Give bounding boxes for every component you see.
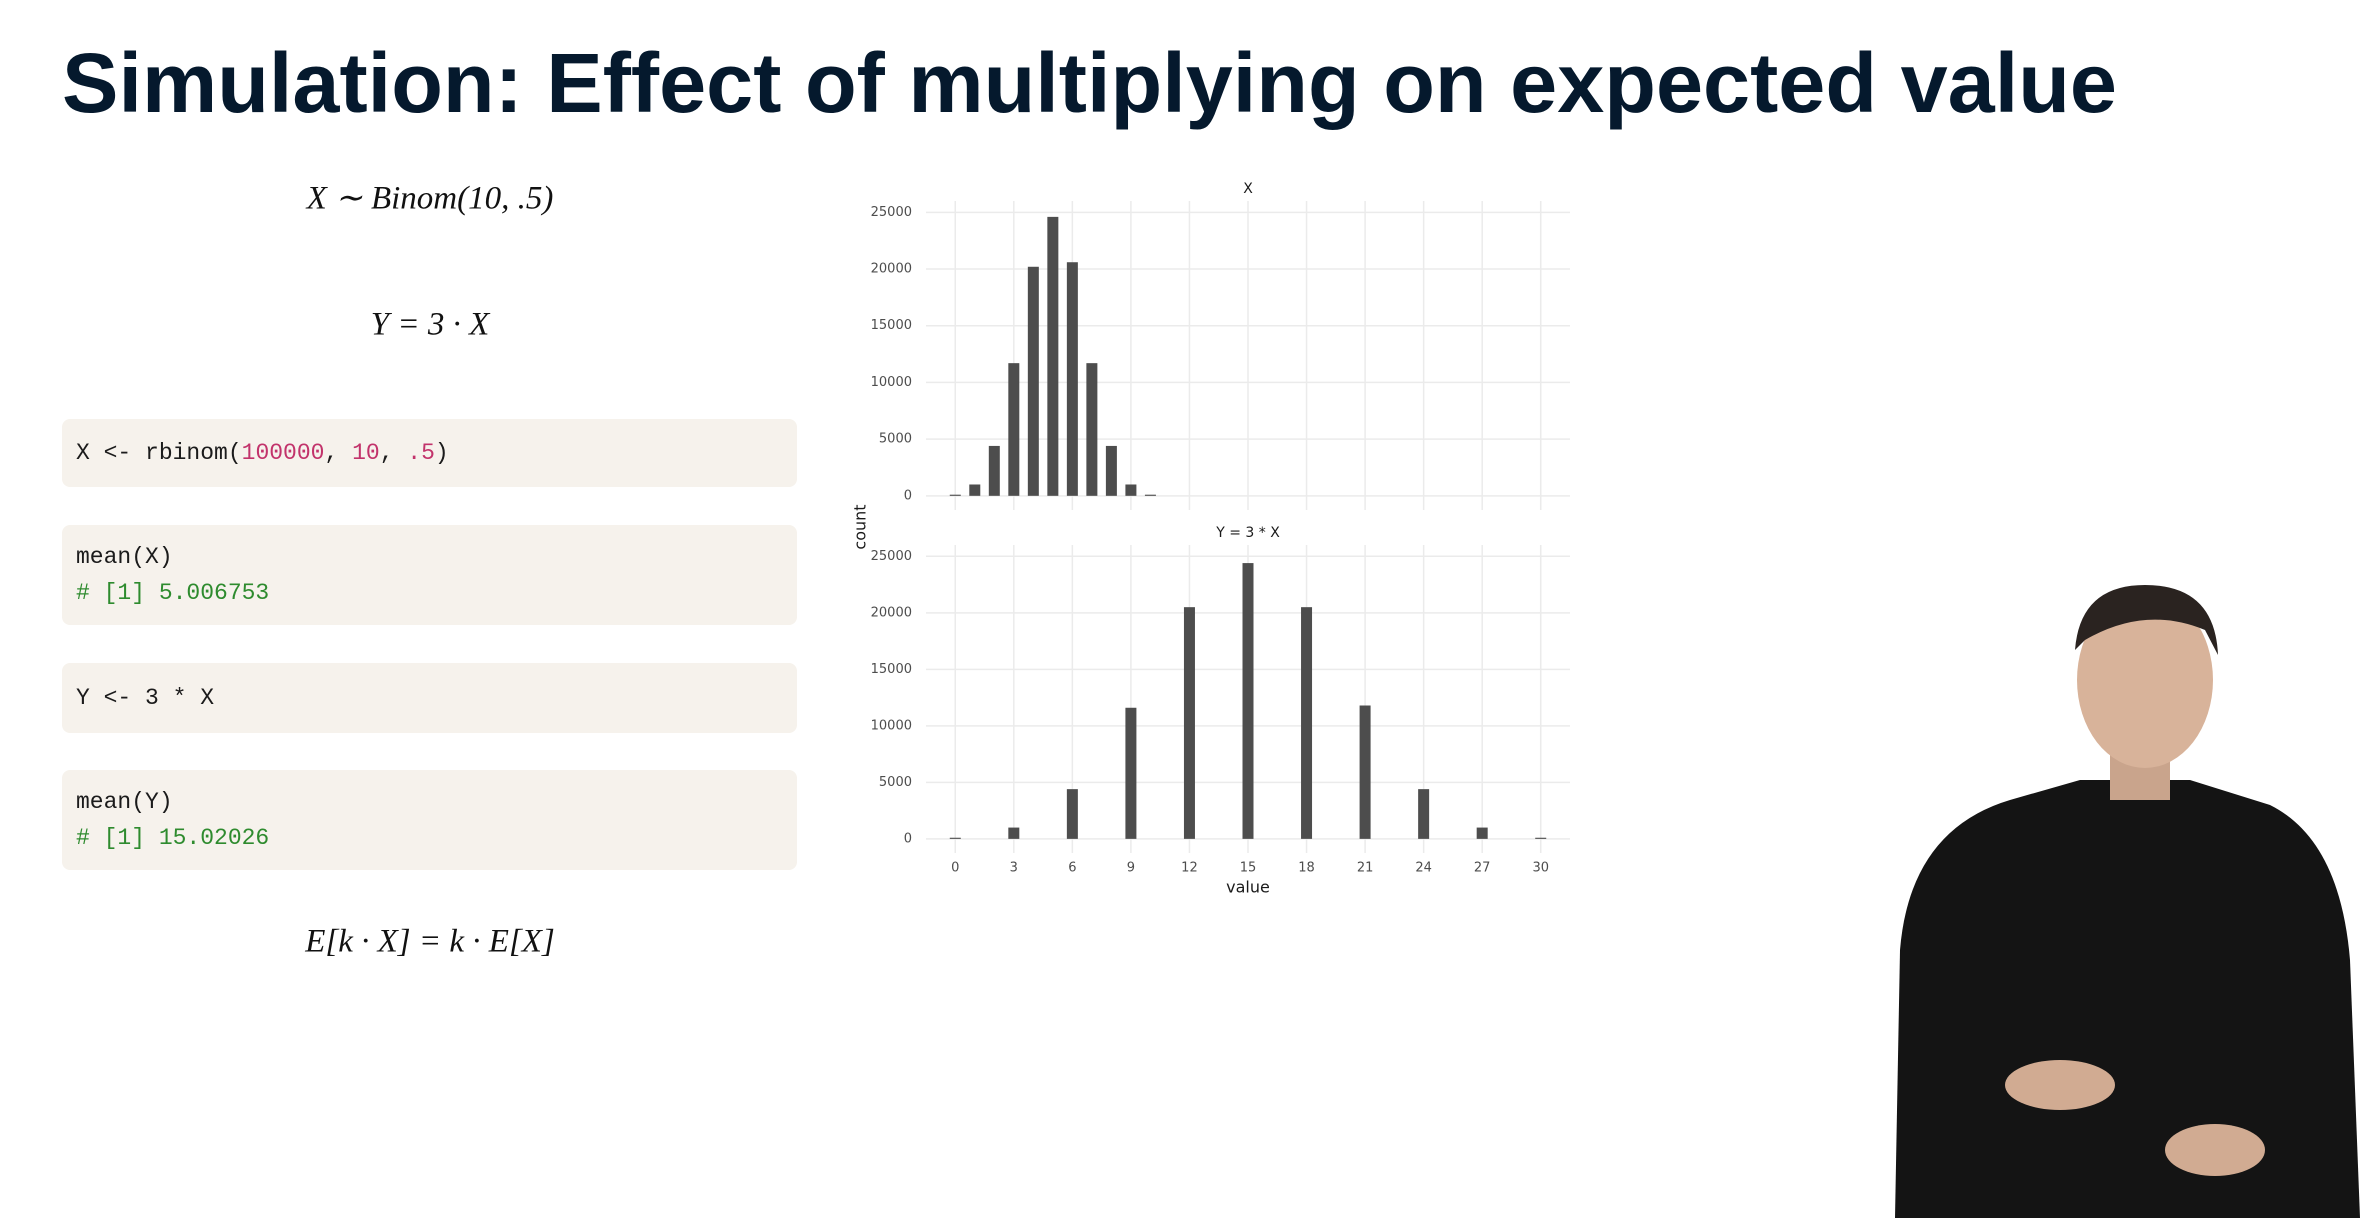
bar [1105,445,1117,496]
x-tick-label: 30 [1532,861,1549,876]
code-token: # [1] 15.02026 [76,825,269,851]
presenter-hand [2005,1060,2115,1110]
code-token: , [324,440,352,466]
y-tick-label: 15000 [871,318,912,333]
code-token: 100000 [242,440,325,466]
bar [1066,262,1078,496]
y-tick-label: 25000 [871,205,912,220]
bar [1301,607,1313,839]
presenter [1895,585,2360,1218]
bar [1047,216,1059,496]
x-tick-label: 18 [1298,861,1315,876]
code-token: .5 [407,440,435,466]
formula: X ∼ Binom(10, .5) [305,181,554,217]
bar [1476,827,1488,839]
code-line: X <- rbinom(100000, 10, .5) [76,440,449,466]
y-tick-label: 15000 [871,662,912,677]
bar [1125,707,1137,839]
code-token: mean(Y) [76,789,173,815]
presenter-head [2077,592,2213,768]
bar [1125,484,1137,496]
x-tick-label: 27 [1474,861,1491,876]
bar [1183,607,1195,839]
bar [949,494,961,496]
bar [949,837,961,839]
x-tick-label: 0 [951,861,959,876]
code-token: 10 [352,440,380,466]
presenter-hand [2165,1124,2265,1176]
x-tick-label: 24 [1415,861,1432,876]
x-tick-label: 15 [1240,861,1257,876]
presenter-body [1895,780,2360,1218]
x-tick-label: 21 [1357,861,1374,876]
y-tick-label: 10000 [871,375,912,390]
code-block [62,525,797,625]
bar [1008,363,1020,496]
bar [988,445,1000,496]
bar [1242,563,1254,839]
code-line: Y <- 3 * X [76,685,214,711]
code-token: # [1] 5.006753 [76,580,269,606]
bar [1418,789,1430,839]
code-line: mean(X) [76,544,173,570]
y-tick-label: 5000 [879,775,912,790]
formula: E[k · X] = k · E[X] [304,924,555,960]
bar [1359,705,1371,839]
y-tick-label: 20000 [871,262,912,277]
presenter-hair [2075,585,2218,655]
formula: Y = 3 · X [371,307,491,343]
code-token: ) [435,440,449,466]
code-token: , [380,440,408,466]
y-tick-label: 0 [904,831,912,846]
bar [1535,837,1547,839]
bar [1144,494,1156,496]
panel-title: Y = 3 * X [1215,525,1280,541]
code-block [62,770,797,870]
code-token: mean(X) [76,544,173,570]
code-line: # [1] 5.006753 [76,580,269,606]
bar [969,484,981,496]
bar [1008,827,1020,839]
x-tick-label: 3 [1010,861,1018,876]
bar [1027,266,1039,496]
x-tick-label: 12 [1181,861,1198,876]
x-tick-label: 6 [1068,861,1076,876]
y-tick-label: 0 [904,488,912,503]
y-tick-label: 20000 [871,605,912,620]
x-tick-label: 9 [1127,861,1135,876]
code-block [62,419,797,487]
code-block [62,663,797,733]
panel-title: X [1243,181,1253,197]
code-line: # [1] 15.02026 [76,825,269,851]
y-tick-label: 25000 [871,549,912,564]
x-axis-label: value [1226,878,1270,897]
code-token: X <- rbinom( [76,440,242,466]
bar [1066,789,1078,839]
code-line: mean(Y) [76,789,173,815]
bar [1086,363,1098,496]
y-axis-label: count [851,504,870,549]
y-tick-label: 5000 [879,432,912,447]
code-token: Y <- 3 * X [76,685,214,711]
y-tick-label: 10000 [871,718,912,733]
slide-title: Simulation: Effect of multiplying on exp… [62,36,2117,130]
